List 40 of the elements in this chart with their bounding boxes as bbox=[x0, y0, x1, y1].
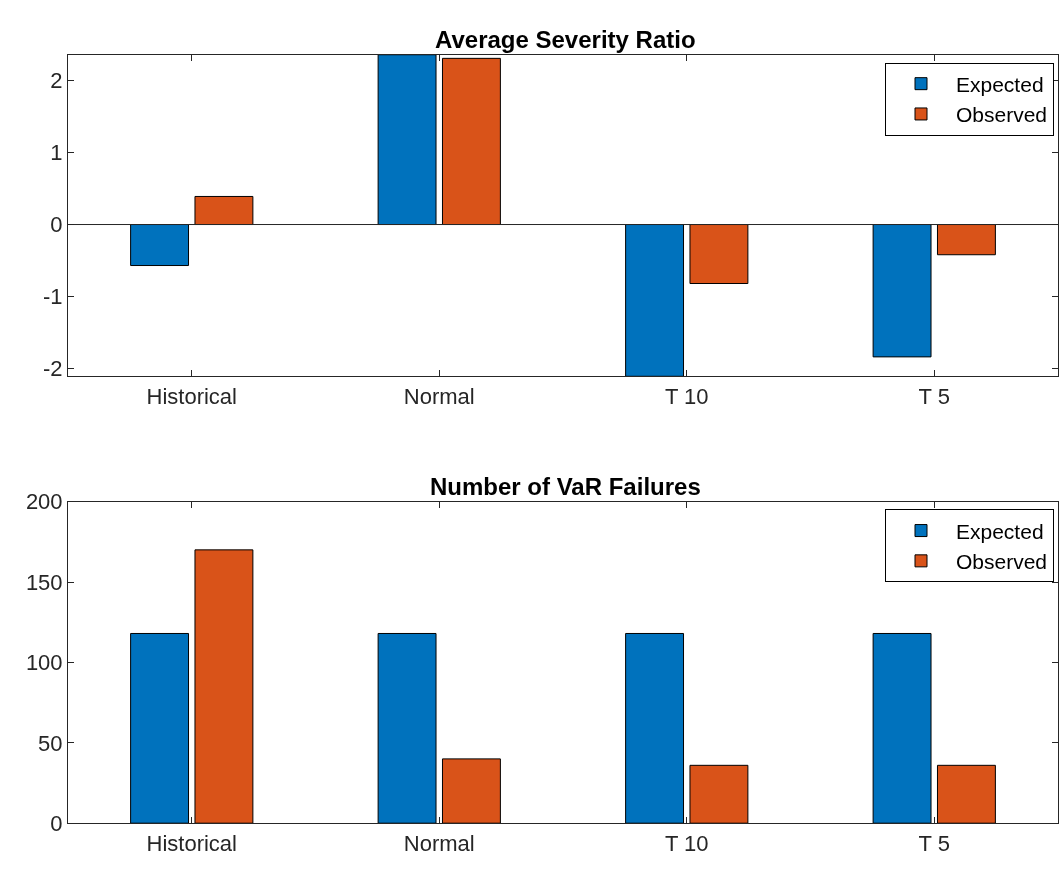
x-tick-label: T 5 bbox=[918, 383, 950, 409]
y-tick-label: 0 bbox=[50, 810, 63, 836]
y-tick-label: 50 bbox=[38, 730, 63, 756]
y-tick-label: -2 bbox=[43, 356, 63, 382]
bar bbox=[441, 758, 501, 824]
y-tick-label: 100 bbox=[25, 650, 63, 676]
bar bbox=[872, 224, 932, 358]
legend-label: Observed bbox=[956, 103, 1048, 127]
legend-label: Observed bbox=[956, 550, 1048, 574]
bar bbox=[194, 195, 254, 226]
bar bbox=[441, 57, 501, 226]
x-tick-label: Normal bbox=[403, 830, 475, 856]
bar bbox=[689, 224, 749, 285]
bar bbox=[689, 764, 749, 824]
legend-label: Expected bbox=[956, 72, 1044, 96]
bar bbox=[872, 632, 932, 824]
y-tick-label: 1 bbox=[50, 140, 63, 166]
y-tick-label: -1 bbox=[43, 284, 63, 310]
x-tick-label: Historical bbox=[146, 383, 237, 409]
y-tick-label: 2 bbox=[50, 68, 63, 94]
bar bbox=[194, 549, 254, 824]
x-tick-label: T 5 bbox=[918, 830, 950, 856]
bar bbox=[936, 224, 996, 256]
x-tick-label: T 10 bbox=[664, 383, 709, 409]
bar bbox=[130, 632, 190, 824]
x-tick-label: Historical bbox=[146, 830, 237, 856]
chart-title: Number of VaR Failures bbox=[430, 473, 701, 500]
y-tick-label: 0 bbox=[50, 212, 63, 238]
bar bbox=[377, 54, 437, 226]
bar bbox=[377, 632, 437, 824]
legend-label: Expected bbox=[956, 519, 1044, 543]
bar bbox=[130, 224, 190, 267]
chart-title: Average Severity Ratio bbox=[435, 26, 696, 53]
y-tick-label: 200 bbox=[25, 489, 63, 515]
bar bbox=[625, 632, 685, 824]
bar bbox=[936, 764, 996, 824]
x-tick-label: T 10 bbox=[664, 830, 709, 856]
y-tick-label: 150 bbox=[25, 569, 63, 595]
bar bbox=[625, 224, 685, 377]
x-tick-label: Normal bbox=[403, 383, 475, 409]
